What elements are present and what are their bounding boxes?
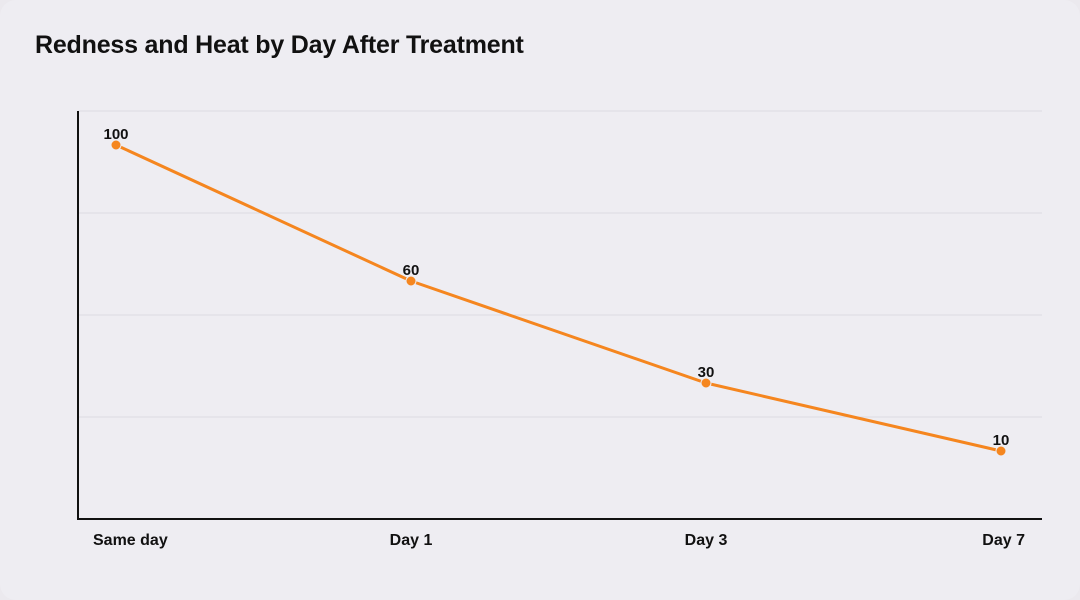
data-label: 100 [103,126,128,143]
x-tick-label: Same day [93,532,168,549]
data-label: 60 [403,262,420,279]
data-point [110,139,122,151]
grid-lines [78,110,1042,418]
data-point [995,445,1007,457]
data-labels: 100 60 30 10 [103,126,1009,449]
data-point [405,275,417,287]
x-tick-labels: Same day Day 1 Day 3 Day 7 [93,532,1025,549]
x-tick-label: Day 1 [390,532,433,549]
data-label: 30 [698,364,715,381]
x-tick-label: Day 3 [685,532,728,549]
data-label: 10 [993,432,1010,449]
chart-title: Redness and Heat by Day After Treatment [35,31,524,59]
series-line [114,143,1003,453]
data-points [110,139,1007,457]
x-tick-label: Day 7 [982,532,1025,549]
data-point [700,377,712,389]
